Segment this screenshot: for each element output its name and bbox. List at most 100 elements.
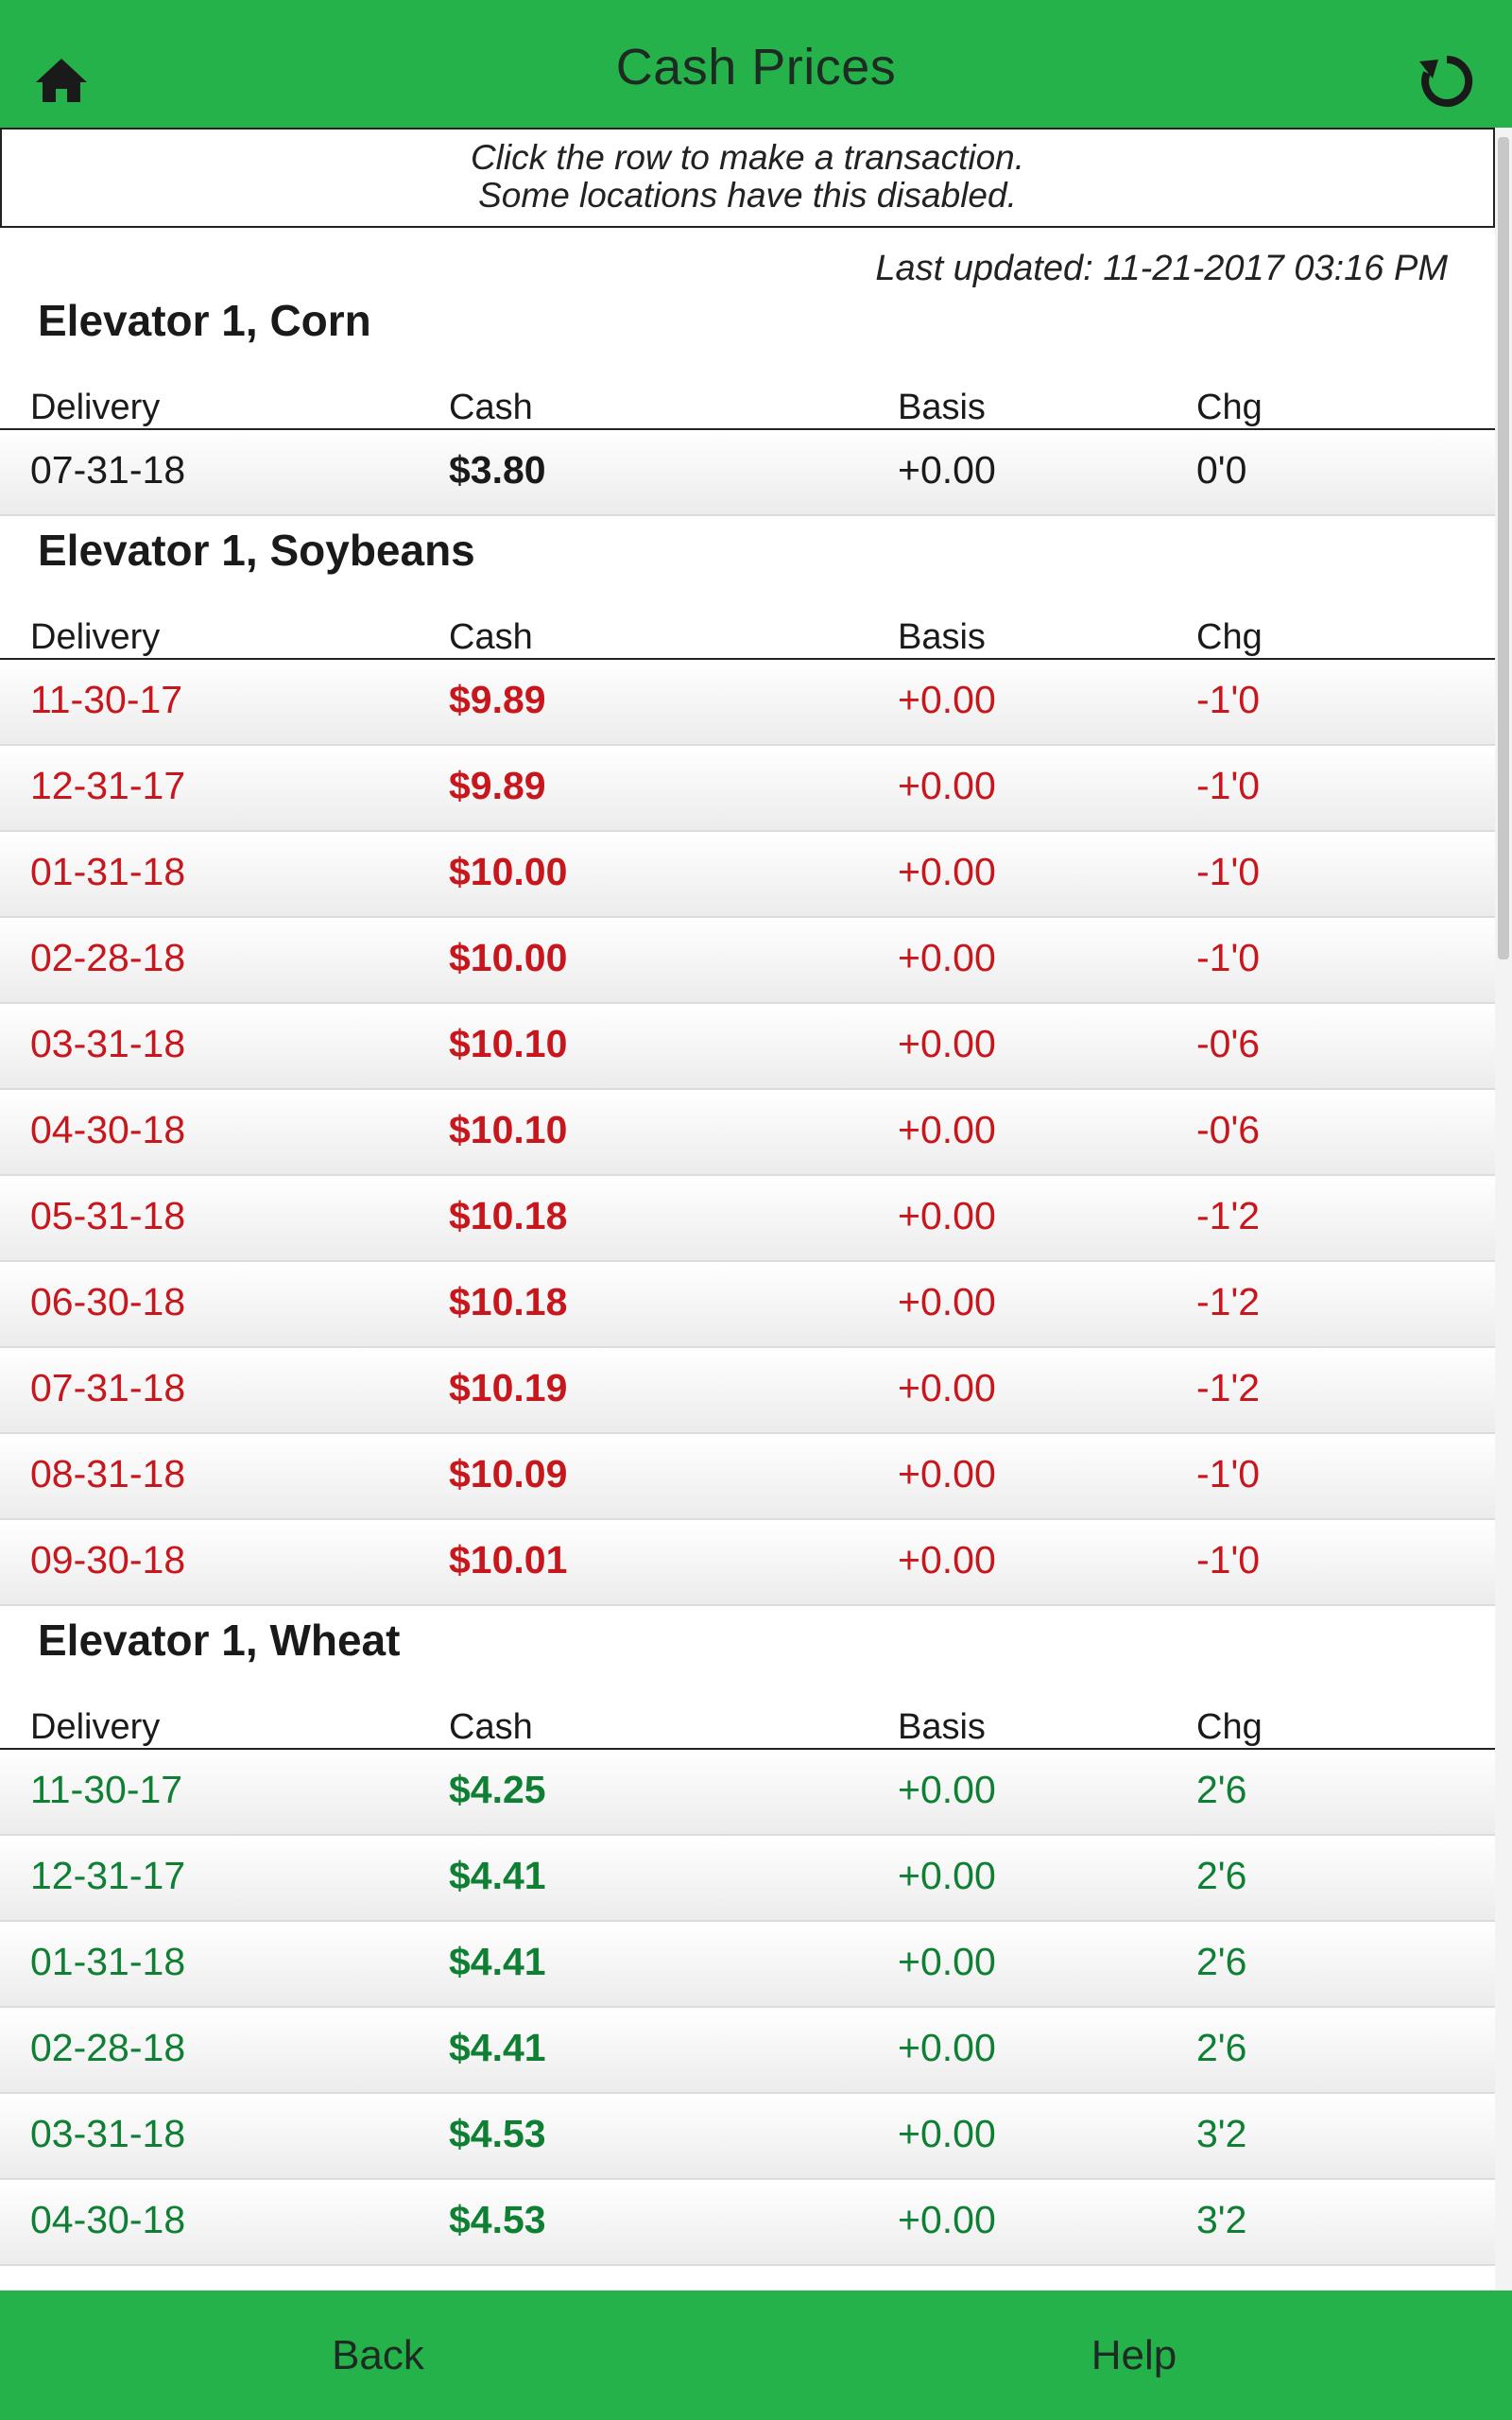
cell-basis: +0.00 <box>898 1452 996 1495</box>
cell-cash: $4.41 <box>449 1854 546 1897</box>
cell-cash: $10.00 <box>449 850 568 893</box>
cell-basis: +0.00 <box>898 1940 996 1983</box>
cell-chg: 2'6 <box>1196 1940 1247 1983</box>
table-row[interactable]: 03-31-18 $10.10 +0.00 -0'6 <box>0 1004 1495 1090</box>
cell-cash: $10.18 <box>449 1280 568 1323</box>
cell-basis: +0.00 <box>898 2026 996 2069</box>
sections-container: Elevator 1, Corn Delivery Cash Basis Chg 07-3… <box>0 286 1495 2266</box>
cell-basis: +0.00 <box>898 1854 996 1897</box>
table-row[interactable]: 11-30-17 $4.25 +0.00 2'6 <box>0 1750 1495 1836</box>
table-row[interactable]: 07-31-18 $10.19 +0.00 -1'2 <box>0 1348 1495 1434</box>
cell-cash: $3.80 <box>449 448 546 492</box>
cell-chg: -0'6 <box>1196 1022 1261 1065</box>
cell-delivery: 11-30-17 <box>30 1768 183 1811</box>
table-row[interactable]: 06-30-18 $10.18 +0.00 -1'2 <box>0 1262 1495 1348</box>
cell-cash: $10.18 <box>449 1194 568 1237</box>
cell-basis: +0.00 <box>898 1022 996 1065</box>
cell-basis: +0.00 <box>898 2112 996 2155</box>
table-row[interactable]: 01-31-18 $10.00 +0.00 -1'0 <box>0 832 1495 918</box>
cell-chg: -1'0 <box>1196 764 1261 807</box>
cell-delivery: 06-30-18 <box>30 1280 186 1323</box>
cell-basis: +0.00 <box>898 1194 996 1237</box>
cell-delivery: 05-31-18 <box>30 1194 186 1237</box>
home-icon[interactable] <box>34 57 89 104</box>
table-row[interactable]: 04-30-18 $4.53 +0.00 3'2 <box>0 2180 1495 2266</box>
cell-delivery: 12-31-17 <box>30 764 186 807</box>
cell-cash: $10.00 <box>449 936 568 979</box>
cell-cash: $9.89 <box>449 678 546 721</box>
table-row[interactable]: 11-30-17 $9.89 +0.00 -1'0 <box>0 660 1495 746</box>
column-header-basis: Basis <box>898 1707 986 1747</box>
table-row[interactable]: 07-31-18 $3.80 +0.00 0'0 <box>0 430 1495 516</box>
table-row[interactable]: 12-31-17 $9.89 +0.00 -1'0 <box>0 746 1495 832</box>
cell-chg: 2'6 <box>1196 1768 1247 1811</box>
cell-cash: $10.01 <box>449 1538 568 1582</box>
cell-delivery: 01-31-18 <box>30 1940 186 1983</box>
table-row[interactable]: 02-28-18 $10.00 +0.00 -1'0 <box>0 918 1495 1004</box>
cell-chg: -1'0 <box>1196 678 1261 721</box>
cell-basis: +0.00 <box>898 678 996 721</box>
column-header-cash: Cash <box>449 388 533 427</box>
cell-cash: $10.10 <box>449 1108 568 1151</box>
cell-cash: $9.89 <box>449 764 546 807</box>
cell-delivery: 02-28-18 <box>30 936 186 979</box>
cell-delivery: 08-31-18 <box>30 1452 186 1495</box>
section-title: Elevator 1, Corn <box>38 296 371 345</box>
cell-basis: +0.00 <box>898 1768 996 1811</box>
section-title: Elevator 1, Wheat <box>38 1616 401 1665</box>
scrollbar-thumb[interactable] <box>1498 137 1509 959</box>
column-header-cash: Cash <box>449 1707 533 1747</box>
column-header-chg: Chg <box>1196 1707 1263 1747</box>
cell-cash: $4.41 <box>449 1940 546 1983</box>
cell-cash: $4.53 <box>449 2198 546 2241</box>
cell-basis: +0.00 <box>898 2198 996 2241</box>
column-header-cash: Cash <box>449 617 533 657</box>
page-title: Cash Prices <box>615 39 897 95</box>
table-row[interactable]: 04-30-18 $10.10 +0.00 -0'6 <box>0 1090 1495 1176</box>
price-list[interactable]: Click the row to make a transaction. Som… <box>0 128 1495 2290</box>
table-row[interactable]: 08-31-18 $10.09 +0.00 -1'0 <box>0 1434 1495 1520</box>
cell-basis: +0.00 <box>898 448 996 492</box>
cell-basis: +0.00 <box>898 936 996 979</box>
column-header-delivery: Delivery <box>30 388 161 427</box>
refresh-icon[interactable] <box>1418 52 1476 111</box>
column-header-basis: Basis <box>898 617 986 657</box>
header-bar: Cash Prices <box>0 0 1512 128</box>
cell-cash: $4.41 <box>449 2026 546 2069</box>
cell-chg: -1'0 <box>1196 1538 1261 1582</box>
column-header-chg: Chg <box>1196 388 1263 427</box>
table-row[interactable]: 12-31-17 $4.41 +0.00 2'6 <box>0 1836 1495 1922</box>
table-row[interactable]: 09-30-18 $10.01 +0.00 -1'0 <box>0 1520 1495 1606</box>
cell-chg: 3'2 <box>1196 2112 1247 2155</box>
cell-chg: -1'0 <box>1196 936 1261 979</box>
section-title: Elevator 1, Soybeans <box>38 526 475 575</box>
column-header-delivery: Delivery <box>30 1707 161 1747</box>
cell-chg: 3'2 <box>1196 2198 1247 2241</box>
cell-delivery: 01-31-18 <box>30 850 186 893</box>
cell-chg: -1'0 <box>1196 850 1261 893</box>
cell-delivery: 09-30-18 <box>30 1538 186 1582</box>
transaction-notice: Click the row to make a transaction. Som… <box>0 128 1495 228</box>
table-row[interactable]: 01-31-18 $4.41 +0.00 2'6 <box>0 1922 1495 2008</box>
table-row[interactable]: 03-31-18 $4.53 +0.00 3'2 <box>0 2094 1495 2180</box>
cell-chg: -0'6 <box>1196 1108 1261 1151</box>
column-header-row: Delivery Cash Basis Chg <box>0 601 1495 660</box>
cell-basis: +0.00 <box>898 850 996 893</box>
cell-chg: -1'2 <box>1196 1280 1261 1323</box>
cell-basis: +0.00 <box>898 764 996 807</box>
cell-basis: +0.00 <box>898 1108 996 1151</box>
table-row[interactable]: 02-28-18 $4.41 +0.00 2'6 <box>0 2008 1495 2094</box>
cell-delivery: 03-31-18 <box>30 1022 186 1065</box>
cell-delivery: 11-30-17 <box>30 678 183 721</box>
back-button[interactable]: Back <box>332 2332 424 2378</box>
cell-basis: +0.00 <box>898 1538 996 1582</box>
cell-cash: $4.53 <box>449 2112 546 2155</box>
help-button[interactable]: Help <box>1091 2332 1177 2378</box>
table-row[interactable]: 05-31-18 $10.18 +0.00 -1'2 <box>0 1176 1495 1262</box>
notice-line-2: Some locations have this disabled. <box>478 176 1017 215</box>
cell-delivery: 12-31-17 <box>30 1854 186 1897</box>
cell-cash: $10.19 <box>449 1366 568 1409</box>
footer-bar: Back Help <box>0 2290 1512 2420</box>
cell-delivery: 04-30-18 <box>30 2198 186 2241</box>
cell-cash: $10.09 <box>449 1452 568 1495</box>
